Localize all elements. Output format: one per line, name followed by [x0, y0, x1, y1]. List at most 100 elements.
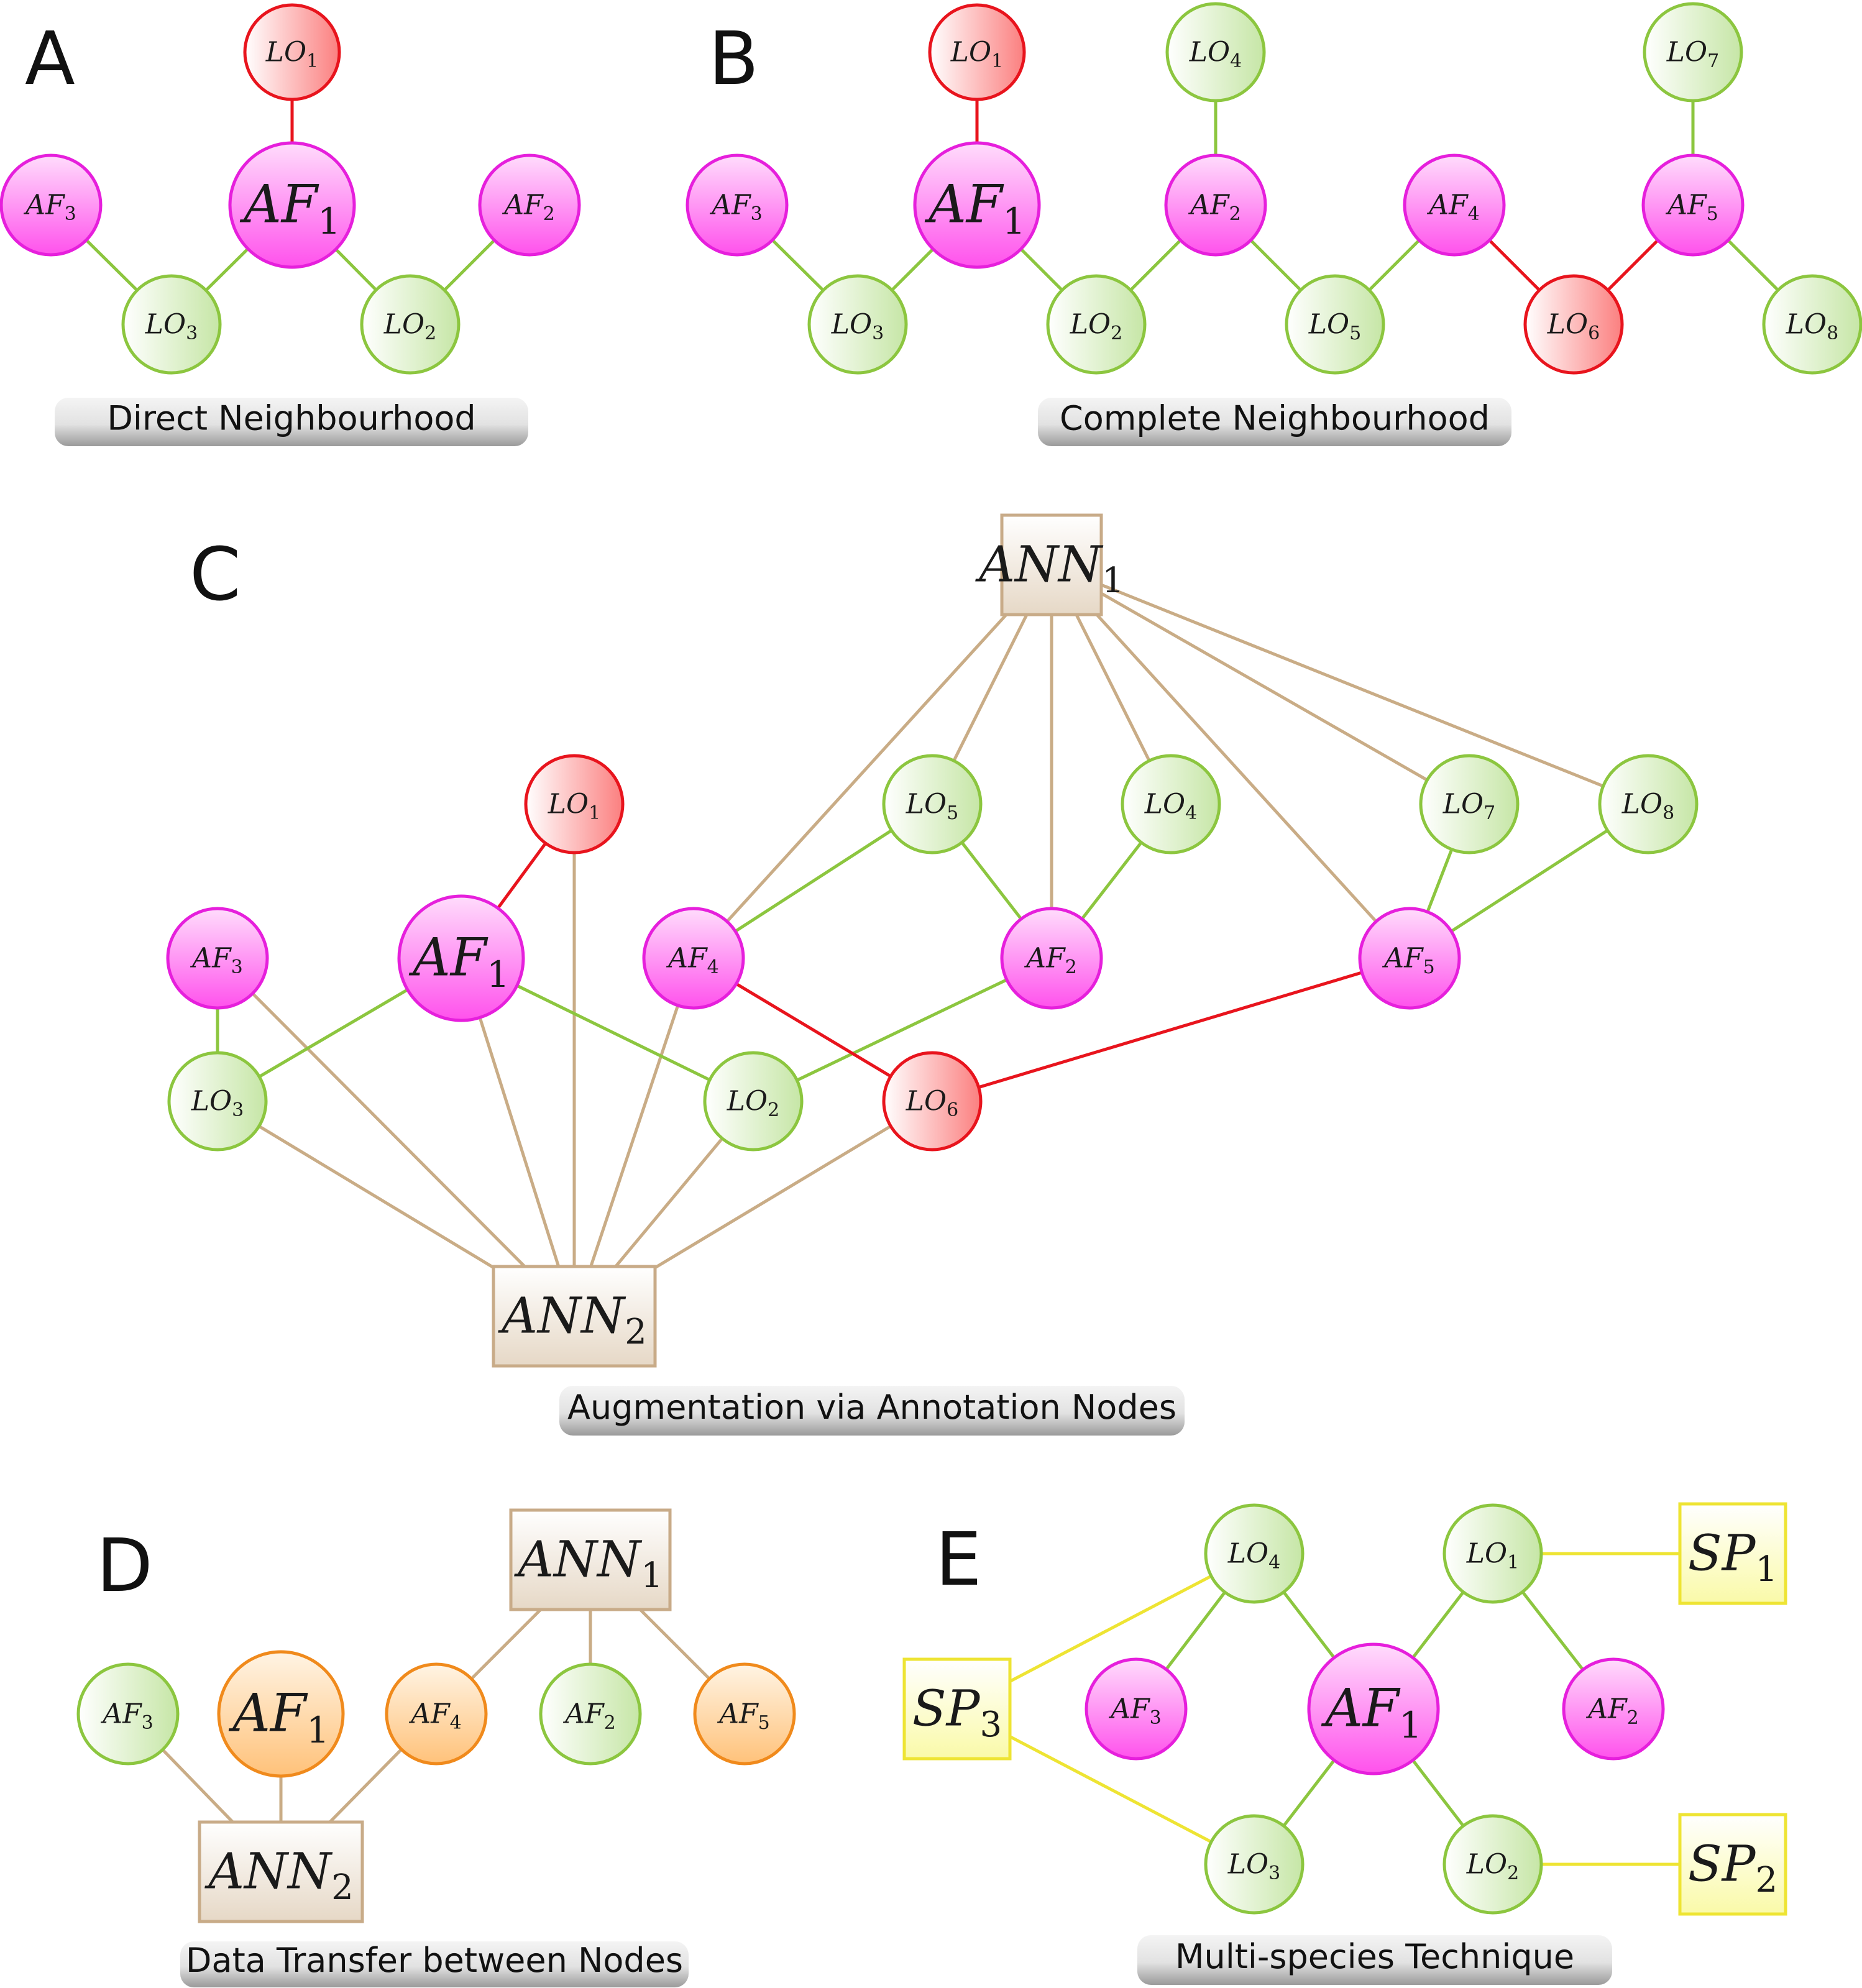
- node-lo8: LO8: [1762, 274, 1862, 375]
- node-label: LO5: [1308, 309, 1361, 345]
- node-af4: AF4: [642, 907, 745, 1010]
- node-label: AF4: [1426, 190, 1479, 226]
- node-label-subscript: 1: [1002, 200, 1025, 242]
- node-lo1: LO1: [928, 3, 1026, 101]
- node-label: LO2: [1070, 309, 1122, 345]
- caption-d: Data Transfer between Nodes: [180, 1941, 689, 1987]
- node-label: LO5: [906, 789, 958, 825]
- node-label-subscript: 5: [758, 1712, 770, 1734]
- node-label-base: AF: [502, 190, 544, 221]
- node-label-subscript: 3: [1150, 1707, 1162, 1729]
- node-label-subscript: 5: [1423, 956, 1435, 978]
- node-label-subscript: 4: [1185, 802, 1197, 824]
- caption-text: Complete Neighbourhood: [1060, 398, 1490, 437]
- node-label-base: SP: [1688, 1835, 1756, 1892]
- node-label-subscript: 8: [1662, 802, 1674, 824]
- node-label-base: ANN: [513, 1530, 643, 1588]
- node-label-base: LO: [1621, 789, 1662, 820]
- node-label-subscript: 5: [1349, 323, 1361, 344]
- edge-ann1-af4: [692, 564, 1053, 960]
- edge-ann1-af5: [1050, 564, 1411, 960]
- panel-letter-b: B: [709, 16, 759, 101]
- node-label-base: AF: [1108, 1693, 1150, 1725]
- panel-letter-c: C: [190, 531, 241, 617]
- caption-e: Multi-species Technique: [1137, 1935, 1612, 1985]
- node-af3: AF3: [0, 153, 103, 257]
- node-label: LO7: [1666, 37, 1719, 73]
- node-af3: AF3: [76, 1662, 180, 1766]
- node-label-base: ANN: [204, 1842, 333, 1900]
- node-label-subscript: 2: [604, 1712, 616, 1734]
- node-label-subscript: 2: [625, 1312, 647, 1352]
- node-label-subscript: 1: [306, 50, 318, 72]
- node-lo3: LO3: [1204, 1814, 1305, 1915]
- node-label-base: SP: [912, 1679, 981, 1737]
- node-label-base: AF: [1321, 1678, 1401, 1739]
- node-sp1: SP1: [1678, 1502, 1787, 1605]
- node-label-subscript: 2: [1507, 1862, 1519, 1884]
- node-label: AF1: [239, 174, 341, 242]
- node-label: LO6: [906, 1086, 958, 1122]
- panel-letter-d: D: [96, 1523, 153, 1608]
- edge-ann1-lo8: [1051, 563, 1649, 806]
- node-label: ANN1: [513, 1530, 663, 1596]
- node-label-subscript: 2: [424, 323, 436, 344]
- node-label-base: LO: [383, 309, 424, 341]
- node-label: AF3: [709, 190, 762, 226]
- node-af2: AF2: [478, 153, 581, 257]
- node-label: LO4: [1144, 789, 1197, 825]
- node-lo5: LO5: [1285, 274, 1385, 375]
- node-label-subscript: 2: [1111, 323, 1122, 344]
- node-lo1: LO1: [524, 754, 625, 854]
- node-label-base: AF: [1665, 190, 1707, 221]
- node-label-subscript: 1: [991, 50, 1003, 72]
- node-label: SP1: [1688, 1524, 1777, 1590]
- node-label-base: SP: [1688, 1524, 1756, 1582]
- caption-b: Complete Neighbourhood: [1038, 398, 1511, 446]
- node-label: AF1: [408, 927, 510, 996]
- node-label-base: LO: [1442, 789, 1484, 820]
- node-label: AF2: [562, 1698, 615, 1734]
- node-af3: AF3: [1085, 1657, 1188, 1761]
- node-label-base: AF: [924, 174, 1004, 235]
- node-lo1: LO1: [1442, 1503, 1543, 1604]
- node-label-subscript: 4: [1468, 203, 1480, 225]
- node-label: LO3: [191, 1086, 244, 1122]
- node-label-base: LO: [1227, 1538, 1268, 1570]
- node-af2: AF2: [1562, 1657, 1665, 1761]
- node-label: AF2: [1585, 1693, 1638, 1729]
- node-label-base: LO: [1466, 1538, 1507, 1570]
- node-label: ANN2: [204, 1842, 353, 1908]
- node-label-base: AF: [709, 190, 751, 221]
- node-label-base: LO: [906, 1086, 947, 1117]
- node-label-subscript: 2: [1627, 1707, 1639, 1729]
- caption-text: Multi-species Technique: [1175, 1937, 1574, 1976]
- node-label-subscript: 4: [1230, 50, 1242, 72]
- node-label-subscript: 2: [543, 203, 555, 225]
- node-label-subscript: 5: [1707, 203, 1718, 225]
- panel-letter-e: E: [935, 1516, 982, 1602]
- caption-text: Data Transfer between Nodes: [186, 1941, 683, 1980]
- node-label-subscript: 1: [487, 953, 510, 996]
- node-label: LO3: [145, 309, 198, 345]
- node-label-subscript: 3: [142, 1712, 154, 1734]
- node-label: LO3: [1227, 1849, 1280, 1885]
- node-label: AF4: [666, 943, 718, 979]
- node-label-subscript: 2: [1229, 203, 1241, 225]
- node-label-base: LO: [1786, 309, 1827, 341]
- node-label: AF5: [717, 1698, 769, 1734]
- node-label-base: AF: [1585, 1693, 1628, 1725]
- node-label: LO1: [548, 789, 600, 825]
- node-label-subscript: 1: [1756, 1549, 1778, 1590]
- node-label: LO3: [831, 309, 884, 345]
- node-lo3: LO3: [167, 1051, 268, 1152]
- node-af1: AF1: [397, 894, 525, 1022]
- node-label-base: LO: [1189, 37, 1230, 68]
- node-label-subscript: 3: [751, 203, 763, 225]
- node-label: LO2: [727, 1086, 779, 1122]
- node-label-base: LO: [1666, 37, 1707, 68]
- node-label-base: AF: [408, 927, 488, 988]
- node-label-subscript: 4: [707, 956, 719, 978]
